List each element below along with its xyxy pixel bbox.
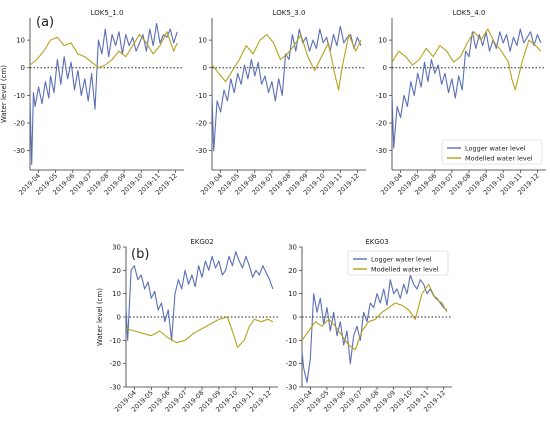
logger-series-line [391,28,542,149]
legend-box [441,139,543,165]
y-tick-label: 10 [198,37,207,45]
legend-label-modelled: Modelled water level [371,266,439,274]
plot-panels: LOK5_1.0100-10-20-302019-042019-052019-0… [0,9,546,414]
y-tick-label: -10 [286,337,297,345]
y-axis-label: Water level (cm) [0,65,8,123]
y-tick-label: 20 [288,267,297,275]
y-tick-label: -20 [110,360,121,368]
legend: Logger water level Modelled water level [441,139,543,165]
y-tick-label: 0 [383,64,387,72]
panel-ekg02: EKG023020100-10-20-302019-042019-052019-… [96,238,278,414]
panel-lok5-3-0: LOK5_3.0100-10-20-302019-042019-052019-0… [196,9,366,197]
y-tick-label: 10 [112,290,121,298]
logger-series-line [29,22,178,166]
modelled-series-line [391,28,542,91]
y-tick-label: -10 [110,337,121,345]
modelled-series-line [301,283,448,351]
y-tick-label: 10 [288,290,297,298]
panel-label-a: (a) [36,15,54,30]
y-tick-label: -30 [196,147,207,155]
panel-title: LOK5_4.0 [453,9,486,17]
y-tick-label: 0 [21,64,25,72]
y-axis-label: Water level (cm) [96,288,104,346]
y-tick-label: 10 [16,37,25,45]
logger-series-line [301,274,448,383]
y-tick-label: -10 [376,92,387,100]
modelled-series-line [125,316,274,348]
legend: Logger water level Modelled water level [347,250,449,276]
y-tick-label: 30 [112,244,121,252]
y-tick-label: -30 [376,147,387,155]
legend-label-logger: Logger water level [465,145,526,153]
y-tick-label: -30 [286,384,297,392]
y-tick-label: -20 [286,360,297,368]
panel-lok5-1-0: LOK5_1.0100-10-20-302019-042019-052019-0… [0,9,184,197]
y-tick-label: -30 [14,147,25,155]
y-tick-label: -10 [196,92,207,100]
legend-label-logger: Logger water level [371,256,432,264]
panel-label-b: (b) [131,247,149,262]
logger-series-line [125,251,274,341]
y-tick-label: -20 [376,120,387,128]
panel-lok5-4-0: LOK5_4.0100-10-20-302019-042019-052019-0… [376,9,546,197]
modelled-series-line [29,31,178,69]
y-tick-label: 0 [203,64,207,72]
y-tick-label: -20 [196,120,207,128]
logger-series-line [211,25,362,152]
y-tick-label: -10 [14,92,25,100]
panel-title: LOK5_1.0 [91,9,124,17]
y-tick-label: 10 [378,37,387,45]
modelled-series-line [211,34,362,91]
panel-ekg03: EKG033020100-10-20-302019-042019-052019-… [286,238,452,414]
y-tick-label: 20 [112,267,121,275]
panel-title: EKG03 [365,238,388,246]
panel-title: EKG02 [190,238,213,246]
y-tick-label: 0 [293,314,297,322]
panel-title: LOK5_3.0 [273,9,306,17]
y-tick-label: -30 [110,384,121,392]
legend-box [347,250,449,276]
y-tick-label: 0 [117,314,121,322]
legend-label-modelled: Modelled water level [465,155,533,163]
y-tick-label: 30 [288,244,297,252]
y-tick-label: -20 [14,120,25,128]
